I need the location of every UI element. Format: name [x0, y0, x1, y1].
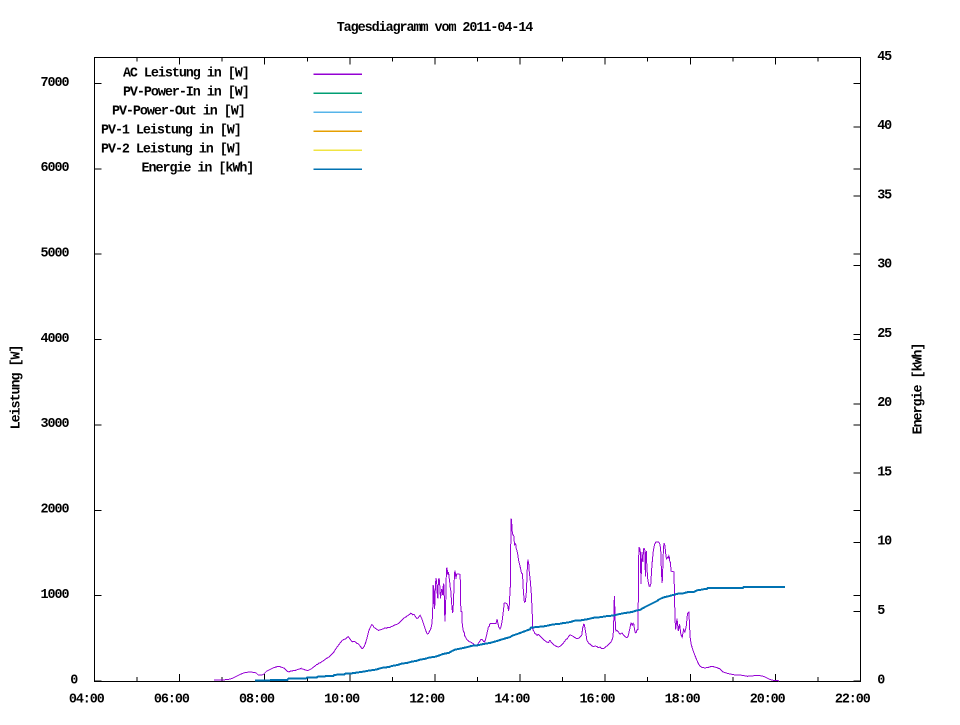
- svg-text:0: 0: [877, 673, 885, 688]
- svg-text:3000: 3000: [41, 417, 70, 432]
- svg-text:1000: 1000: [41, 588, 70, 603]
- svg-text:7000: 7000: [41, 76, 70, 91]
- svg-text:20: 20: [877, 396, 892, 411]
- svg-text:04:00: 04:00: [69, 693, 105, 708]
- svg-text:40: 40: [877, 119, 892, 134]
- svg-text:6000: 6000: [41, 161, 70, 176]
- svg-text:PV-Power-Out in [W]: PV-Power-Out in [W]: [112, 104, 245, 119]
- svg-text:15: 15: [877, 466, 892, 481]
- svg-text:12:00: 12:00: [409, 693, 445, 708]
- svg-text:5: 5: [877, 604, 885, 619]
- svg-text:PV-1 Leistung in [W]: PV-1 Leistung in [W]: [101, 123, 241, 138]
- svg-text:25: 25: [877, 327, 892, 342]
- svg-text:0: 0: [70, 673, 78, 688]
- svg-text:08:00: 08:00: [239, 693, 275, 708]
- svg-text:5000: 5000: [41, 247, 70, 262]
- svg-text:4000: 4000: [41, 332, 70, 347]
- svg-text:Energie [kWh]: Energie [kWh]: [911, 344, 926, 435]
- svg-text:2000: 2000: [41, 503, 70, 518]
- svg-text:30: 30: [877, 258, 892, 273]
- svg-text:Leistung [W]: Leistung [W]: [9, 346, 24, 430]
- svg-text:45: 45: [877, 50, 892, 65]
- svg-text:AC Leistung in [W]: AC Leistung in [W]: [123, 66, 249, 81]
- svg-text:20:00: 20:00: [750, 693, 786, 708]
- svg-text:14:00: 14:00: [494, 693, 530, 708]
- svg-text:16:00: 16:00: [580, 693, 616, 708]
- svg-text:10: 10: [877, 535, 892, 550]
- svg-text:22:00: 22:00: [835, 693, 871, 708]
- svg-text:10:00: 10:00: [324, 693, 360, 708]
- svg-text:Tagesdiagramm vom 2011-04-14: Tagesdiagramm vom 2011-04-14: [337, 21, 534, 36]
- svg-text:18:00: 18:00: [665, 693, 701, 708]
- svg-text:PV-2 Leistung in [W]: PV-2 Leistung in [W]: [101, 142, 241, 157]
- svg-text:06:00: 06:00: [154, 693, 190, 708]
- svg-text:PV-Power-In in [W]: PV-Power-In in [W]: [123, 85, 249, 100]
- svg-text:Energie in [kWh]: Energie in [kWh]: [142, 161, 254, 176]
- svg-text:35: 35: [877, 188, 892, 203]
